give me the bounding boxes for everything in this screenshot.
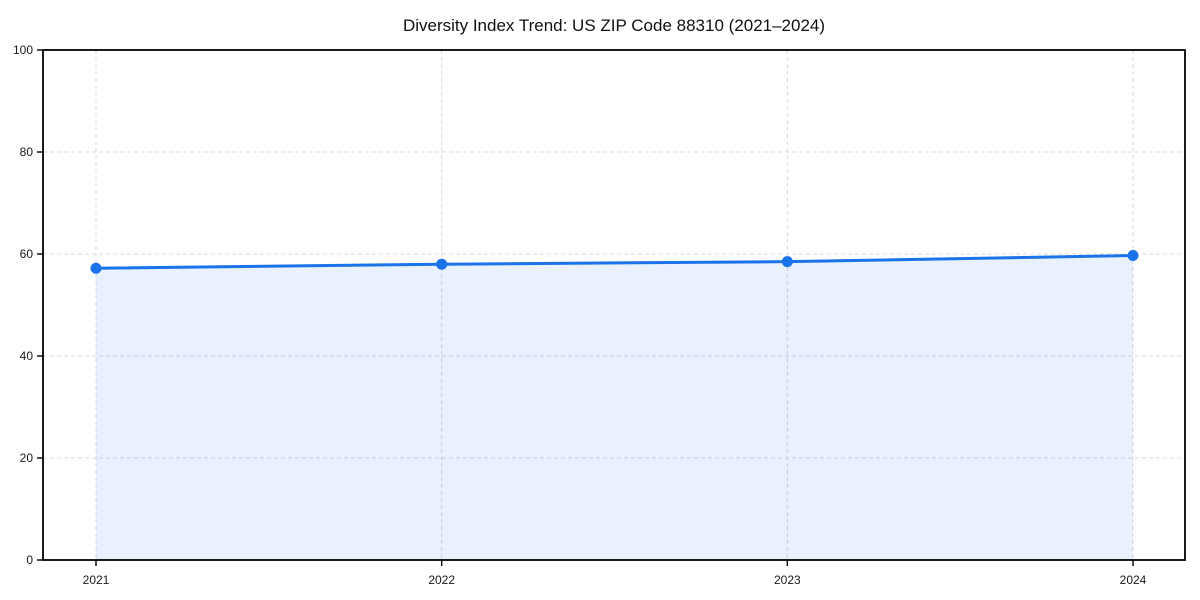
data-point-marker [781, 256, 793, 268]
x-tick-label: 2021 [83, 573, 110, 587]
y-tick-label: 20 [20, 451, 34, 465]
data-point-marker [436, 258, 448, 270]
data-point-markers [90, 250, 1139, 274]
y-tick-label: 0 [26, 553, 33, 567]
data-point-marker [1127, 250, 1139, 262]
y-tick-label: 100 [13, 43, 33, 57]
plot-frame [42, 49, 1186, 561]
trend-line [94, 254, 1135, 270]
data-point-marker [90, 262, 102, 274]
y-tick-label: 80 [20, 145, 34, 159]
x-tick-label: 2023 [774, 573, 801, 587]
x-tick-label: 2022 [428, 573, 455, 587]
chart-title: Diversity Index Trend: US ZIP Code 88310… [403, 16, 825, 35]
x-tick-label: 2024 [1120, 573, 1147, 587]
y-tick-label: 40 [20, 349, 34, 363]
x-axis: 2021 2022 2023 2024 [83, 560, 1147, 587]
y-tick-label: 60 [20, 247, 34, 261]
area-fill [96, 255, 1133, 560]
y-axis: 0 20 40 60 80 100 [13, 43, 43, 567]
